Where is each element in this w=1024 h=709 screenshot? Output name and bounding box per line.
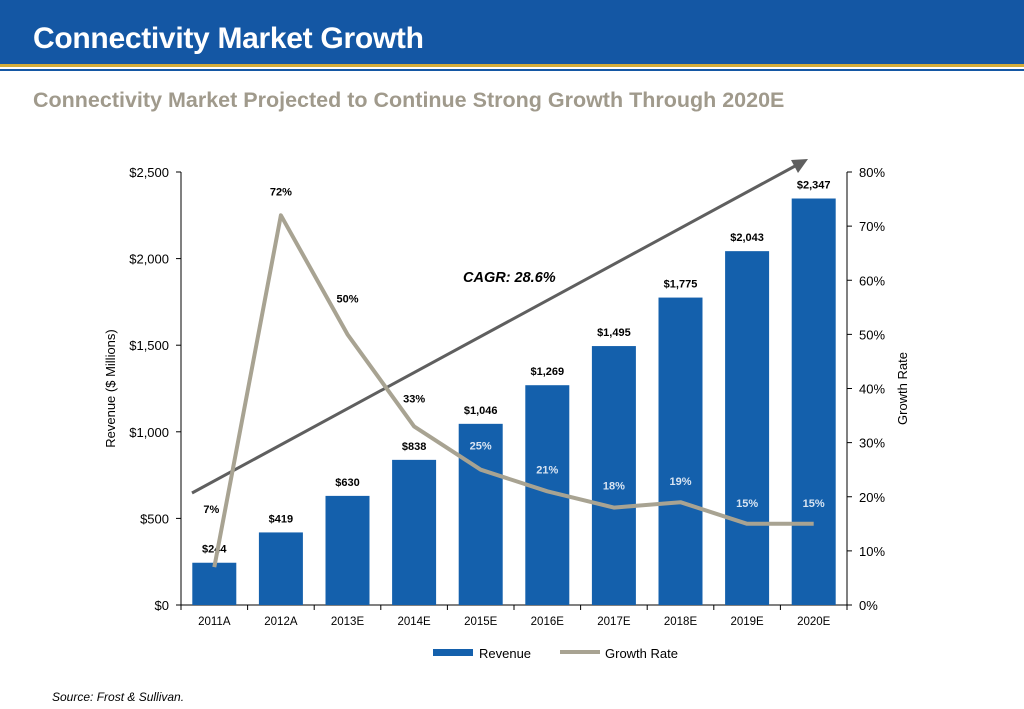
y2-tick-label: 30%	[859, 436, 885, 451]
growth-labels: 7% 72% 50% 33% 25% 21% 18% 19% 15% 15%	[203, 186, 825, 516]
revenue-bar-label: $1,775	[664, 279, 698, 291]
revenue-bar	[458, 423, 503, 605]
y2-tick-label: 80%	[859, 165, 885, 180]
header-bar: Connectivity Market Growth	[0, 0, 1024, 64]
y-tick-label: $1,500	[129, 338, 169, 353]
x-tick-label: 2013E	[331, 616, 365, 628]
growth-rate-line	[212, 213, 814, 568]
growth-rate-label: 15%	[736, 498, 758, 510]
revenue-bar-label: $2,347	[797, 179, 831, 191]
y2-tick-label: 40%	[859, 382, 885, 397]
revenue-bar	[192, 562, 237, 605]
y2-tick-label: 10%	[859, 544, 885, 559]
revenue-bar-label: $838	[402, 441, 426, 453]
growth-rate-label: 7%	[203, 504, 219, 516]
x-tick-label: 2015E	[464, 616, 498, 628]
revenue-bar	[591, 346, 636, 605]
y2-tick-label: 70%	[859, 219, 885, 234]
cagr-arrow-head	[791, 159, 808, 173]
revenue-bar-label: $630	[335, 477, 359, 489]
x-tick-label: 2011A	[198, 616, 231, 628]
legend: Revenue Growth Rate	[433, 646, 678, 661]
growth-line	[212, 213, 814, 568]
revenue-bar	[258, 532, 303, 605]
growth-rate-label: 33%	[403, 393, 425, 405]
y2-tick-label: 20%	[859, 490, 885, 505]
revenue-bar	[791, 198, 836, 605]
bars	[192, 198, 836, 605]
y2-tick-label: 60%	[859, 273, 885, 288]
cagr-arrow-line	[191, 164, 797, 495]
growth-rate-label: 19%	[669, 476, 691, 488]
revenue-bar	[325, 495, 370, 605]
bar-labels: $244 $419 $630 $838 $1,046 $1,269 $1,495 $1,775…	[202, 179, 830, 555]
x-tick-label: 2019E	[730, 616, 764, 628]
blue-divider	[0, 69, 1024, 71]
y2-tick-label: 50%	[859, 327, 885, 342]
revenue-bar-label: $244	[202, 544, 227, 556]
x-tick-label: 2012A	[264, 616, 298, 628]
axes: $0 $500 $1,000 $1,500 $2,000 $2,500 0% 10% 20% 30…	[103, 165, 910, 628]
revenue-bar	[725, 251, 770, 605]
growth-rate-label: 21%	[536, 464, 558, 476]
x-tick-label: 2018E	[664, 616, 698, 628]
y-tick-label: $500	[140, 511, 169, 526]
y-tick-label: $2,500	[129, 165, 169, 180]
y-tick-label: $2,000	[129, 252, 169, 267]
legend-growth-label: Growth Rate	[605, 646, 678, 661]
y-tick-label: $0	[155, 598, 169, 613]
gold-divider	[0, 64, 1024, 67]
y-tick-label: $1,000	[129, 425, 169, 440]
revenue-bar	[392, 459, 437, 605]
page-title: Connectivity Market Growth	[33, 22, 424, 55]
legend-revenue-label: Revenue	[479, 646, 531, 661]
growth-rate-label: 18%	[603, 481, 625, 493]
chart-subtitle: Connectivity Market Projected to Continu…	[33, 88, 785, 112]
cagr-annotation: CAGR: 28.6%	[463, 270, 556, 286]
revenue-bar-label: $1,495	[597, 327, 631, 339]
x-tick-label: 2017E	[597, 616, 631, 628]
legend-revenue-swatch	[433, 649, 473, 656]
revenue-bar-label: $419	[269, 513, 293, 525]
y-axis-title: Revenue ($ Millions)	[103, 329, 118, 448]
cagr-arrow: CAGR: 28.6%	[191, 159, 808, 495]
growth-rate-label: 50%	[336, 293, 358, 305]
revenue-bar	[658, 297, 703, 605]
y2-tick-label: 0%	[859, 598, 878, 613]
x-tick-label: 2016E	[531, 616, 565, 628]
growth-rate-label: 72%	[270, 186, 292, 198]
revenue-bar-label: $1,046	[464, 405, 498, 417]
x-tick-label: 2020E	[797, 616, 831, 628]
source-note: Source: Frost & Sullivan.	[52, 690, 185, 704]
growth-rate-label: 15%	[803, 498, 825, 510]
y2-axis-title: Growth Rate	[895, 352, 910, 425]
revenue-bar-label: $1,269	[530, 366, 564, 378]
revenue-bar-label: $2,043	[730, 232, 764, 244]
x-tick-label: 2014E	[397, 616, 431, 628]
growth-rate-label: 25%	[470, 441, 492, 453]
